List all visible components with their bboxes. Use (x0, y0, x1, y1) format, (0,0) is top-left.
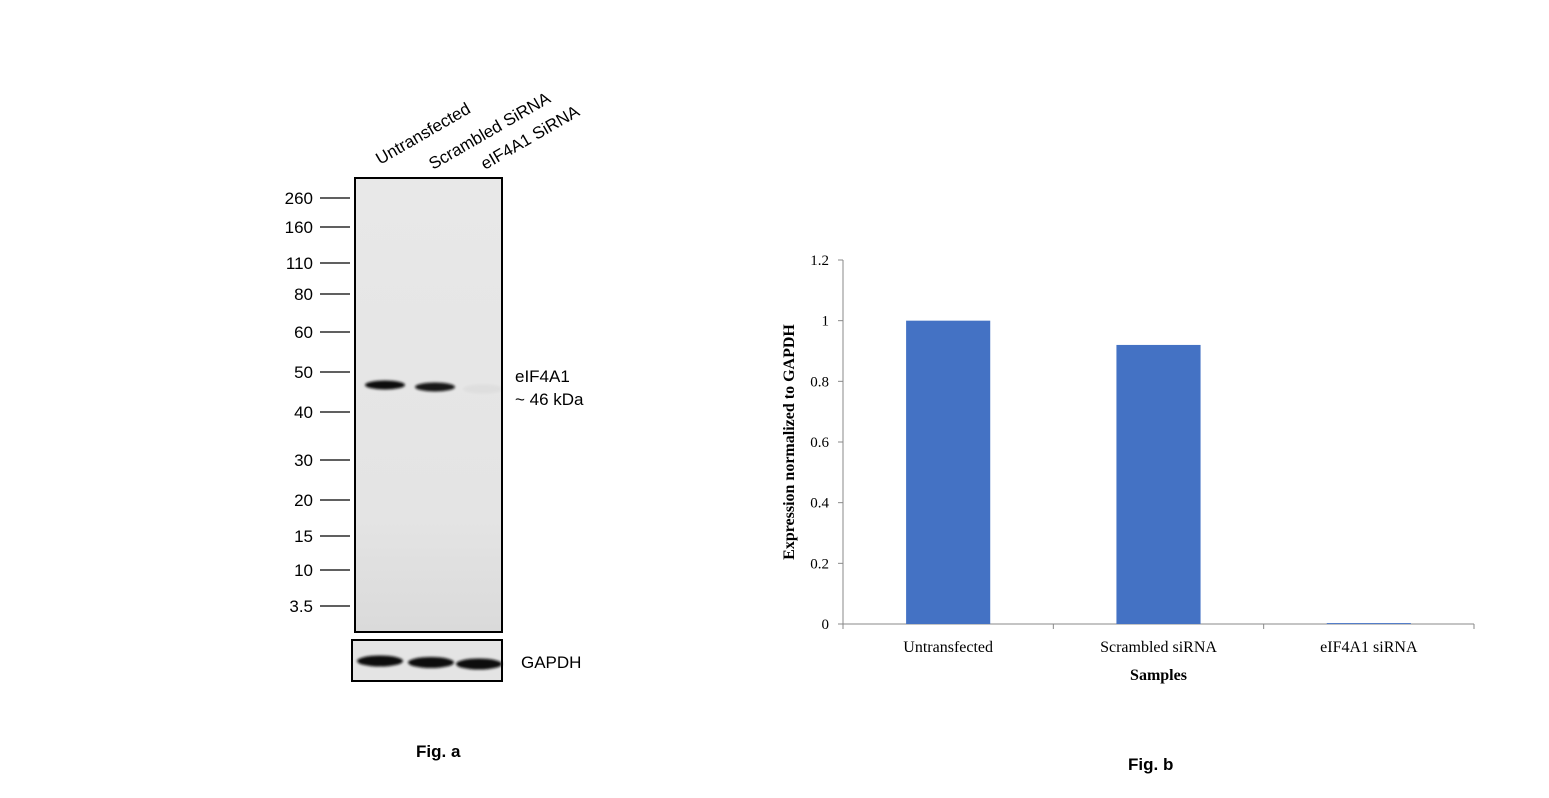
lane-labels: Untransfected Scrambled SiRNA eIF4A1 SiR… (373, 88, 584, 173)
marker-label: 40 (294, 403, 313, 422)
marker-label: 10 (294, 561, 313, 580)
gapdh-bands (357, 655, 502, 670)
gapdh-band (456, 658, 502, 670)
marker-label: 30 (294, 451, 313, 470)
bar-chart: 0 0.2 0.4 0.6 0.8 1 1.2 Untransfected Scrambled… (781, 253, 1475, 684)
x-tick-label: Untransfected (903, 639, 993, 656)
y-tick-label: 0.4 (810, 496, 829, 512)
marker-label: 20 (294, 491, 313, 510)
figure-a-caption: Fig. a (416, 742, 461, 761)
marker-label: 3.5 (289, 597, 313, 616)
gapdh-band (357, 655, 403, 667)
marker-label: 80 (294, 285, 313, 304)
marker-label: 110 (286, 254, 313, 273)
gapdh-label: GAPDH (521, 653, 581, 672)
x-tick-label: Scrambled siRNA (1100, 639, 1217, 656)
x-tick-label: eIF4A1 siRNA (1320, 639, 1418, 656)
target-bands (365, 380, 503, 394)
target-band (415, 382, 455, 392)
bar (906, 320, 991, 624)
bar (1116, 344, 1201, 624)
marker-label: 260 (285, 189, 313, 208)
molecular-weight-ladder: 260 160 110 80 60 50 40 30 20 15 10 3.5 (285, 189, 350, 616)
bar (1326, 623, 1411, 624)
target-band (463, 385, 503, 394)
x-axis: Untransfected Scrambled siRNA eIF4A1 siRNA (842, 623, 1475, 656)
x-axis-title: Samples (1130, 667, 1187, 684)
target-label-name: eIF4A1 (515, 367, 570, 386)
marker-label: 50 (294, 363, 313, 382)
y-tick-label: 0.2 (810, 556, 829, 572)
bars (906, 320, 1411, 624)
y-tick-label: 0.8 (810, 374, 829, 390)
y-tick-label: 0 (822, 617, 830, 633)
marker-label: 160 (285, 218, 313, 237)
target-band (365, 380, 405, 390)
target-label-size: ~ 46 kDa (515, 390, 584, 409)
gapdh-band (408, 657, 454, 668)
y-tick-label: 1 (822, 314, 830, 330)
figure-b-caption: Fig. b (1128, 755, 1174, 774)
y-tick-label: 0.6 (810, 435, 829, 451)
marker-label: 15 (294, 527, 313, 546)
blot-membrane (354, 177, 503, 633)
marker-label: 60 (294, 323, 313, 342)
y-axis-title: Expression normalized to GAPDH (781, 324, 798, 560)
y-tick-label: 1.2 (810, 253, 829, 269)
y-axis: 0 0.2 0.4 0.6 0.8 1 1.2 (810, 253, 844, 633)
western-blot-figure: Untransfected Scrambled SiRNA eIF4A1 SiR… (285, 88, 584, 682)
